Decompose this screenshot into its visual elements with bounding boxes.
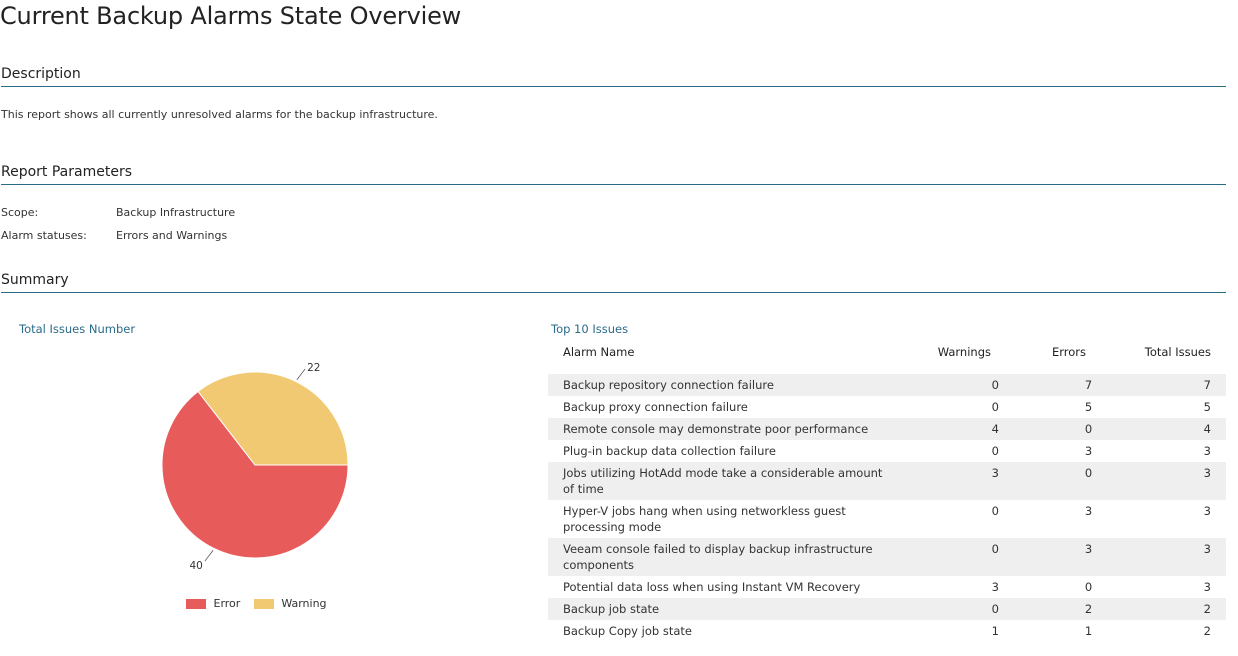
errors-cell: 0 (1084, 580, 1093, 594)
total-issues-cell: 3 (1203, 504, 1211, 518)
report-parameters-heading: Report Parameters (1, 164, 1226, 185)
table-title: Top 10 Issues (551, 322, 629, 336)
column-header-total-issues: Total Issues (1144, 345, 1211, 359)
pie-slice-error (161, 390, 349, 559)
warnings-cell: 0 (888, 374, 999, 396)
warnings-cell: 1 (991, 624, 999, 638)
total-issues-cell: 3 (1092, 538, 1226, 576)
table-row: Backup job state 0 2 2 (548, 598, 1226, 620)
total-issues-cell: 3 (1092, 462, 1226, 500)
alarm-statuses-label: Alarm statuses: (1, 229, 87, 242)
alarm-name-cell: Backup Copy job state (563, 624, 692, 638)
total-issues-cell: 3 (1203, 444, 1211, 458)
errors-cell: 0 (998, 462, 1093, 500)
column-header-errors: Errors (1051, 345, 1086, 359)
warnings-cell: 3 (888, 462, 999, 500)
errors-cell: 3 (998, 538, 1093, 576)
total-issues-cell: 7 (1092, 374, 1226, 396)
pie-leader-line (296, 368, 306, 380)
warnings-cell: 0 (991, 400, 999, 414)
total-issues-cell: 2 (1203, 624, 1211, 638)
alarm-name-cell: Backup job state (548, 598, 889, 620)
table-row: Remote console may demonstrate poor perf… (548, 418, 1226, 440)
table-row: Backup repository connection failure 0 7 7 (548, 374, 1226, 396)
warnings-cell: 4 (888, 418, 999, 440)
chart-title: Total Issues Number (19, 322, 136, 336)
alarm-name-cell: Remote console may demonstrate poor perf… (548, 418, 889, 440)
scope-label: Scope: (1, 206, 39, 219)
table-row: Veeam console failed to display backup i… (548, 538, 1226, 576)
table-row: Jobs utilizing HotAdd mode take a consid… (548, 462, 1226, 500)
table-row: Potential data loss when using Instant V… (548, 576, 1226, 598)
scope-value: Backup Infrastructure (116, 206, 236, 219)
description-heading: Description (1, 66, 1226, 87)
warnings-cell: 3 (991, 580, 999, 594)
errors-cell: 2 (998, 598, 1093, 620)
alarm-name-cell: Potential data loss when using Instant V… (563, 580, 861, 594)
legend-swatch-warning (253, 599, 274, 609)
pie-data-label-warning: 22 (307, 362, 320, 374)
pie-data-label-error: 40 (190, 560, 203, 572)
alarm-statuses-value: Errors and Warnings (116, 229, 228, 242)
summary-heading: Summary (1, 272, 1226, 293)
alarm-name-cell: Plug-in backup data collection failure (563, 444, 776, 458)
table-row: Hyper-V jobs hang when using networkless… (548, 500, 1226, 538)
chart-legend: Error Warning (186, 597, 327, 610)
warnings-cell: 0 (991, 444, 999, 458)
total-issues-cell: 2 (1092, 598, 1226, 620)
alarm-name-cell: Jobs utilizing HotAdd mode take a consid… (548, 462, 889, 500)
errors-cell: 5 (1084, 400, 1093, 414)
alarm-name-cell: Backup proxy connection failure (563, 400, 748, 414)
column-header-warnings: Warnings (937, 345, 991, 359)
legend-swatch-error (186, 599, 206, 609)
alarm-name-cell: Veeam console failed to display backup i… (548, 538, 889, 576)
column-header-alarm-name: Alarm Name (563, 345, 635, 359)
errors-cell: 0 (998, 418, 1093, 440)
description-text: This report shows all currently unresolv… (1, 108, 438, 121)
warnings-cell: 0 (888, 538, 999, 576)
total-issues-cell: 3 (1203, 580, 1211, 594)
warnings-cell: 0 (888, 598, 999, 620)
errors-cell: 3 (1084, 444, 1093, 458)
table-row: Backup Copy job state 1 1 2 (548, 620, 1226, 642)
errors-cell: 7 (998, 374, 1093, 396)
pie-leader-line (204, 550, 214, 562)
warnings-cell: 0 (991, 504, 999, 518)
alarm-name-cell: Hyper-V jobs hang when using networkless… (563, 504, 846, 534)
errors-cell: 1 (1084, 624, 1093, 638)
pie-slice-warning (197, 371, 349, 466)
legend-label-error: Error (213, 597, 241, 610)
alarm-name-cell: Backup repository connection failure (548, 374, 889, 396)
page-title: Current Backup Alarms State Overview (0, 2, 462, 30)
total-issues-cell: 5 (1203, 400, 1211, 414)
table-row: Backup proxy connection failure 0 5 5 (548, 396, 1226, 418)
errors-cell: 3 (1084, 504, 1093, 518)
legend-label-warning: Warning (281, 597, 327, 610)
pie-chart: 40 22 (161, 362, 349, 572)
top-issues-table: Backup repository connection failure 0 7 7 B… (548, 374, 1226, 642)
table-row: Plug-in backup data collection failure 0 3… (548, 440, 1226, 462)
total-issues-cell: 4 (1092, 418, 1226, 440)
